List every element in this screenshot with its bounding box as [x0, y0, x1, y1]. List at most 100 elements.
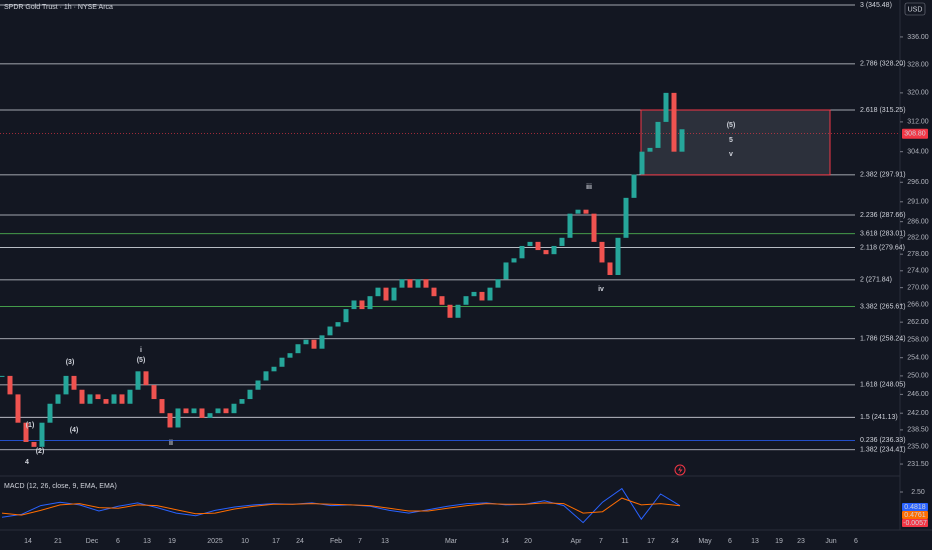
candle	[495, 279, 501, 288]
candle	[655, 121, 661, 148]
y-tick-label: 235.00	[907, 444, 929, 451]
event-icon[interactable]	[674, 464, 686, 476]
candle	[31, 441, 37, 447]
candle	[255, 380, 261, 390]
candle	[231, 403, 237, 414]
x-tick-label: 14	[24, 538, 32, 545]
y-tick-label: 266.00	[907, 302, 929, 309]
candle	[463, 296, 469, 305]
candle	[191, 408, 197, 414]
y-tick-label: 291.00	[907, 199, 929, 206]
candle	[415, 279, 421, 288]
candle	[271, 366, 277, 372]
candle	[639, 151, 645, 175]
candle	[335, 322, 341, 327]
x-tick-label: Dec	[86, 538, 99, 545]
candle	[263, 371, 269, 381]
candle	[351, 300, 357, 310]
fib-label: 1.618 (248.05)	[860, 382, 906, 389]
x-tick-label: 24	[671, 538, 679, 545]
fib-label: 2 (271.84)	[860, 277, 892, 284]
candle	[511, 258, 517, 263]
wave-label: (1)	[26, 422, 35, 429]
x-tick-label: Mar	[445, 538, 458, 545]
candle	[575, 209, 581, 214]
candle	[87, 394, 93, 404]
candle	[631, 174, 637, 198]
target-box	[640, 109, 831, 176]
candle	[439, 296, 445, 305]
candle	[215, 408, 221, 414]
x-tick-label: 21	[54, 538, 62, 545]
fib-label: 2.786 (328.20)	[860, 61, 906, 68]
y-tick-label: 274.00	[907, 268, 929, 275]
wave-label: i	[140, 347, 142, 354]
candle	[519, 245, 525, 259]
macd-value: 0.4818	[904, 504, 926, 511]
candle	[615, 237, 621, 275]
candle	[647, 147, 653, 152]
candle	[135, 371, 141, 390]
candle	[111, 394, 117, 404]
fib-label: 2.236 (287.66)	[860, 212, 906, 219]
candle	[7, 375, 13, 395]
wave-label: (2)	[36, 448, 45, 455]
candle	[383, 287, 389, 301]
y-tick-label: 246.00	[907, 391, 929, 398]
candle	[167, 413, 173, 428]
candle	[55, 394, 61, 404]
wave-label: 4	[25, 459, 29, 466]
candle	[399, 279, 405, 288]
currency-box[interactable]	[904, 2, 926, 16]
x-tick-label: 10	[241, 538, 249, 545]
x-tick-label: 19	[775, 538, 783, 545]
candle	[223, 408, 229, 414]
x-tick-label: 7	[358, 538, 362, 545]
x-tick-label: 13	[381, 538, 389, 545]
wave-label: ii	[169, 440, 173, 447]
x-tick-label: 19	[168, 538, 176, 545]
candle	[423, 279, 429, 288]
y-tick-label: 2.50	[911, 489, 925, 496]
candle	[103, 399, 109, 404]
macd-value: -0.0057	[903, 520, 927, 527]
y-tick-label: 320.00	[907, 90, 929, 97]
y-tick-label: 336.00	[907, 34, 929, 41]
y-tick-label: 250.00	[907, 373, 929, 380]
x-tick-label: 20	[524, 538, 532, 545]
candle	[679, 129, 685, 152]
fib-label: 3.618 (283.01)	[860, 231, 906, 238]
candle	[127, 389, 133, 404]
candle	[543, 250, 549, 255]
y-tick-label: 304.00	[907, 149, 929, 156]
candle	[39, 422, 45, 447]
candle	[63, 375, 69, 395]
candle	[199, 408, 205, 418]
x-tick-label: 6	[854, 538, 858, 545]
fib-label: 1.5 (241.13)	[860, 414, 898, 421]
y-tick-label: 258.00	[907, 337, 929, 344]
y-tick-label: 328.00	[907, 61, 929, 68]
candle	[407, 279, 413, 288]
candle	[503, 262, 509, 280]
candle	[295, 344, 301, 354]
x-tick-label: 24	[296, 538, 304, 545]
y-tick-label: 242.00	[907, 410, 929, 417]
wave-label: 5	[729, 137, 733, 144]
candle	[391, 287, 397, 301]
macd-title: MACD (12, 26, close, 9, EMA, EMA)	[4, 483, 117, 490]
candle	[359, 300, 365, 310]
candle	[15, 394, 21, 423]
fib-label: 2.618 (315.25)	[860, 107, 906, 114]
macd-line	[1, 497, 681, 516]
x-tick-label: 17	[647, 538, 655, 545]
x-tick-label: 6	[116, 538, 120, 545]
candle	[527, 241, 533, 246]
x-tick-label: 17	[272, 538, 280, 545]
candle	[567, 213, 573, 238]
wave-label: (5)	[727, 122, 736, 129]
y-tick-label: 296.00	[907, 179, 929, 186]
macd-tag	[902, 503, 928, 511]
candle	[279, 357, 285, 367]
